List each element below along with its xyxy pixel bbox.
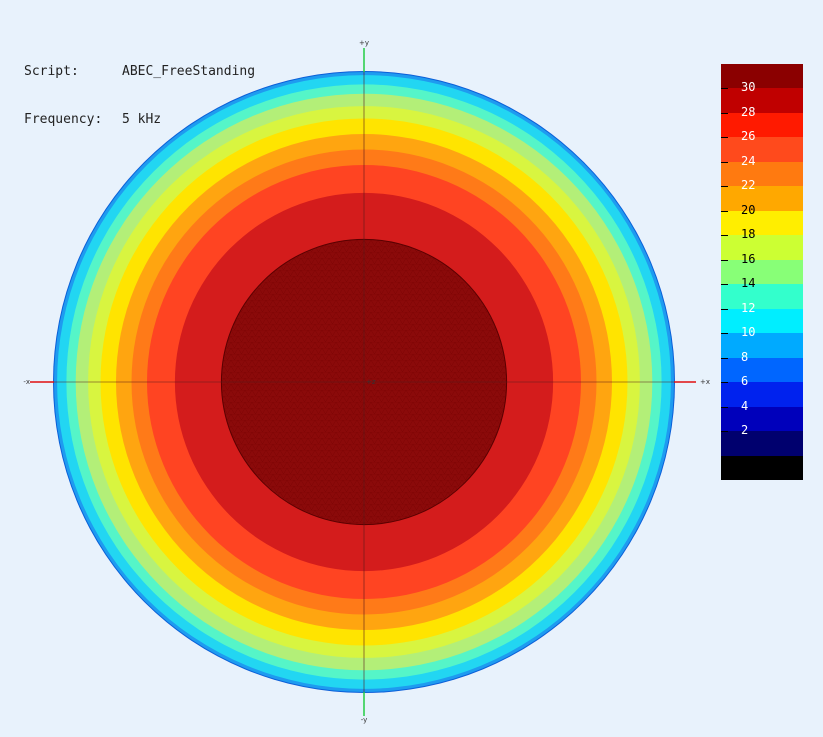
colorbar-tick	[721, 235, 728, 237]
colorbar-band	[721, 161, 803, 187]
colorbar-band	[721, 112, 803, 138]
colorbar-tick	[721, 112, 728, 114]
colorbar-band	[721, 137, 803, 163]
colorbar-band	[721, 431, 803, 457]
colorbar-band	[721, 259, 803, 285]
axis-tip-bottom: -y	[361, 716, 368, 724]
colorbar-tick	[721, 161, 728, 163]
colorbar-label: 2	[741, 423, 749, 438]
axis-tip-top: +y	[359, 39, 369, 47]
colorbar-band	[721, 357, 803, 383]
colorbar-tick	[721, 431, 728, 433]
colorbar-band	[721, 308, 803, 334]
colorbar-label: 6	[741, 374, 749, 389]
colorbar-tick	[721, 259, 728, 261]
colorbar-tick	[721, 284, 728, 286]
script-row: Script: ABEC_FreeStanding	[24, 64, 255, 80]
colorbar-label: 20	[741, 202, 756, 217]
axis-tip-right: +x	[700, 378, 710, 386]
colorbar-label: 16	[741, 251, 756, 266]
colorbar-band	[721, 406, 803, 432]
colorbar-label: 22	[741, 178, 756, 193]
colorbar-band	[721, 455, 803, 481]
axis-lines: +y -y -x +x +z	[23, 39, 710, 724]
colorbar-label: 28	[741, 104, 756, 119]
colorbar-band	[721, 186, 803, 212]
script-label: Script:	[24, 64, 79, 79]
colorbar-tick	[721, 210, 728, 212]
colorbar-label: 14	[741, 276, 756, 291]
colorbar-legend: 30 28 26 24 22 20 18 16 14 12 10 8 6 4 2	[721, 64, 803, 481]
colorbar-tick	[721, 357, 728, 359]
colorbar-tick	[721, 88, 728, 90]
colorbar-label: 18	[741, 227, 756, 242]
colorbar-tick	[721, 137, 728, 139]
colorbar-tick	[721, 186, 728, 188]
axis-tip-left: -x	[23, 378, 30, 386]
colorbar-label: 26	[741, 129, 756, 144]
frequency-label: Frequency:	[24, 112, 103, 127]
colorbar-band	[721, 382, 803, 408]
colorbar-band	[721, 235, 803, 261]
colorbar-tick	[721, 406, 728, 408]
colorbar-label: 4	[741, 398, 749, 413]
colorbar-band	[721, 88, 803, 114]
colorbar-label: 12	[741, 300, 756, 315]
colorbar-label: 10	[741, 325, 756, 340]
colorbar-band	[721, 210, 803, 236]
colorbar-label: 30	[741, 80, 756, 95]
frequency-value: 5 kHz	[122, 112, 162, 127]
script-value: ABEC_FreeStanding	[122, 64, 256, 79]
colorbar-tick	[721, 333, 728, 335]
axis-tip-center: +z	[366, 378, 376, 386]
colorbar-label: 24	[741, 153, 756, 168]
colorbar-band	[721, 284, 803, 310]
colorbar-tick	[721, 382, 728, 384]
frequency-row: Frequency: 5 kHz	[24, 112, 255, 128]
colorbar-label: 8	[741, 349, 749, 364]
info-overlay: Script: ABEC_FreeStanding Frequency: 5 kHz	[24, 32, 255, 160]
colorbar-band	[721, 64, 803, 89]
colorbar-band	[721, 333, 803, 359]
colorbar-tick	[721, 308, 728, 310]
